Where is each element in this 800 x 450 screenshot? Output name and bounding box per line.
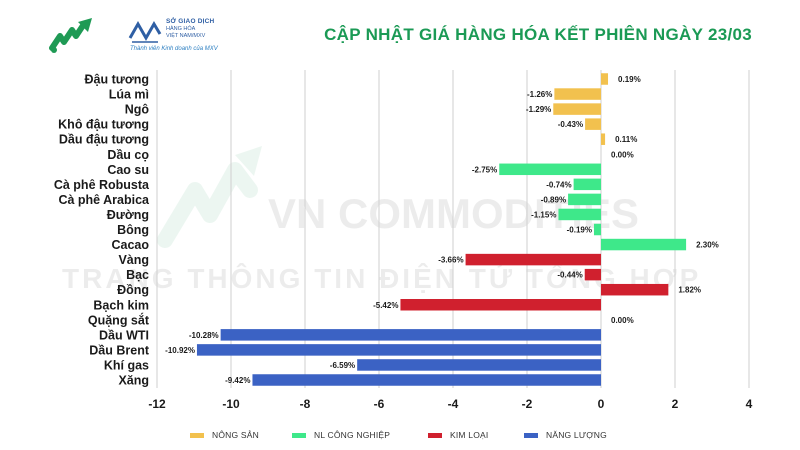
data-label: -1.15% bbox=[531, 210, 556, 219]
category-label: Dầu cọ bbox=[107, 148, 149, 162]
data-label: -0.44% bbox=[557, 271, 582, 280]
category-label: Cacao bbox=[111, 238, 149, 252]
category-label: Cà phê Arabica bbox=[58, 193, 150, 207]
brand-name-line2: HÀNG HÓA bbox=[166, 26, 196, 32]
data-label: -0.19% bbox=[567, 226, 592, 235]
bar bbox=[465, 253, 601, 266]
legend-label: NL CÔNG NGHIỆP bbox=[314, 430, 391, 440]
legend-label: NĂNG LƯỢNG bbox=[546, 430, 607, 440]
legend-swatch bbox=[292, 432, 306, 438]
brand-name-line3: VIỆT NAM/MXV bbox=[166, 33, 206, 39]
category-label: Đồng bbox=[117, 283, 149, 297]
bar bbox=[584, 268, 601, 281]
legend-item: KIM LOẠI bbox=[428, 428, 488, 442]
x-tick-label: -8 bbox=[300, 397, 311, 411]
data-label: 1.82% bbox=[678, 286, 701, 295]
data-label: -1.26% bbox=[527, 90, 552, 99]
x-tick-label: -2 bbox=[522, 397, 533, 411]
data-label: -9.42% bbox=[225, 376, 250, 385]
category-label: Dầu WTI bbox=[99, 328, 149, 342]
legend-item: NL CÔNG NGHIỆP bbox=[292, 428, 390, 442]
x-tick-label: 2 bbox=[672, 397, 679, 411]
category-label: Lúa mì bbox=[109, 88, 149, 102]
brand-name-line1: SỞ GIAO DỊCH bbox=[166, 18, 215, 25]
data-label: -10.28% bbox=[189, 331, 219, 340]
category-label: Khô đậu tương bbox=[58, 118, 149, 132]
page-title: CẬP NHẬT GIÁ HÀNG HÓA KẾT PHIÊN NGÀY 23/… bbox=[324, 25, 752, 44]
mxv-logo-icon bbox=[49, 18, 92, 53]
data-label: 0.00% bbox=[611, 316, 634, 325]
bar bbox=[220, 329, 601, 341]
x-tick-label: -4 bbox=[448, 397, 459, 411]
category-label: Đường bbox=[107, 208, 149, 222]
bar bbox=[568, 193, 601, 206]
data-label: -0.89% bbox=[541, 195, 566, 204]
bar bbox=[252, 374, 601, 386]
legend-label: NÔNG SẢN bbox=[212, 430, 259, 440]
bar bbox=[558, 208, 601, 221]
data-label: -3.66% bbox=[438, 256, 463, 265]
x-tick-label: 4 bbox=[746, 397, 753, 411]
category-label: Dầu đậu tương bbox=[59, 133, 149, 147]
bar bbox=[601, 73, 609, 85]
data-label: 2.30% bbox=[696, 241, 719, 250]
data-label: 0.00% bbox=[611, 150, 634, 159]
legend-item: NÔNG SẢN bbox=[190, 428, 259, 442]
data-label: -0.43% bbox=[558, 120, 583, 129]
bar bbox=[573, 178, 601, 191]
bar bbox=[357, 359, 601, 371]
data-label: -2.75% bbox=[472, 165, 497, 174]
bar bbox=[593, 223, 601, 236]
bar bbox=[499, 163, 601, 176]
category-label: Cà phê Robusta bbox=[54, 178, 150, 192]
brand-block: SỞ GIAO DỊCH HÀNG HÓA VIỆT NAM/MXV Thành… bbox=[128, 18, 246, 60]
bar bbox=[601, 133, 606, 145]
bar bbox=[601, 283, 669, 296]
category-label: Vàng bbox=[118, 253, 149, 267]
brand-tagline: Thành viên Kinh doanh của MXV bbox=[130, 46, 218, 52]
category-label: Xăng bbox=[118, 374, 149, 388]
mxv-emblem-icon bbox=[128, 20, 162, 43]
data-label: -6.59% bbox=[330, 361, 355, 370]
category-label: Bạc bbox=[126, 268, 149, 282]
category-label: Đậu tương bbox=[85, 73, 149, 87]
data-label: -5.42% bbox=[373, 301, 398, 310]
x-tick-label: 0 bbox=[598, 397, 605, 411]
legend-swatch bbox=[524, 432, 538, 438]
data-label: 0.19% bbox=[618, 75, 641, 84]
category-label: Ngô bbox=[125, 103, 150, 117]
legend-swatch bbox=[190, 432, 204, 438]
x-tick-label: -6 bbox=[374, 397, 385, 411]
data-label: -1.29% bbox=[526, 105, 551, 114]
category-label: Cao su bbox=[107, 163, 149, 177]
legend-item: NĂNG LƯỢNG bbox=[524, 428, 607, 442]
category-label: Dầu Brent bbox=[89, 343, 150, 357]
bar bbox=[553, 103, 601, 115]
category-label: Khí gas bbox=[104, 358, 149, 372]
data-label: -10.92% bbox=[165, 346, 195, 355]
legend-label: KIM LOẠI bbox=[450, 430, 489, 440]
bar bbox=[554, 88, 601, 100]
category-label: Quặng sắt bbox=[88, 312, 150, 327]
category-label: Bạch kim bbox=[93, 298, 149, 312]
category-label: Bông bbox=[117, 223, 149, 237]
legend-swatch bbox=[428, 432, 442, 438]
header: SỞ GIAO DỊCH HÀNG HÓA VIỆT NAM/MXV Thành… bbox=[0, 0, 800, 64]
bar bbox=[400, 299, 601, 311]
x-tick-label: -12 bbox=[148, 397, 166, 411]
bar bbox=[601, 238, 687, 251]
data-label: 0.11% bbox=[615, 135, 637, 144]
bar bbox=[585, 118, 601, 130]
x-tick-label: -10 bbox=[222, 397, 240, 411]
bar bbox=[196, 344, 601, 356]
legend: NÔNG SẢN NL CÔNG NGHIỆP KIM LOẠI NĂNG LƯỢNG bbox=[0, 428, 800, 444]
data-label: -0.74% bbox=[546, 180, 571, 189]
